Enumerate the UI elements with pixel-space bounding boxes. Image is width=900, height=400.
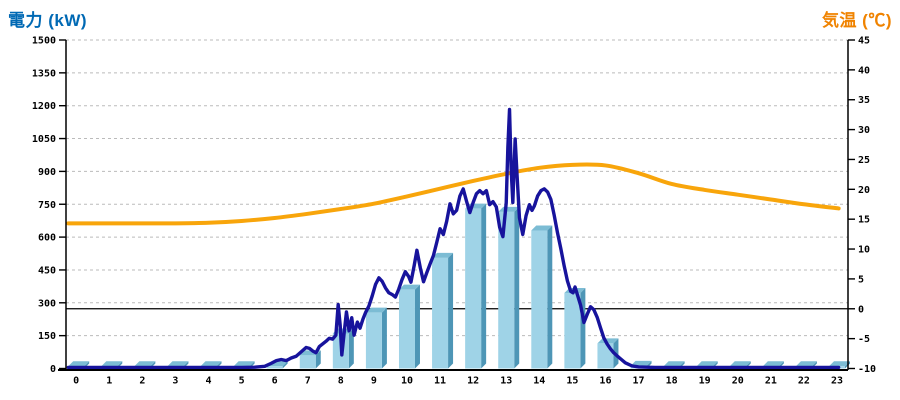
left-tick-label: 1050 xyxy=(32,134,56,145)
x-tick-label: 10 xyxy=(401,376,413,387)
x-tick-label: 3 xyxy=(172,376,178,387)
right-tick-label: 40 xyxy=(858,65,870,76)
x-axis-labels: 0 1 2 3 4 5 6 7 8 9 10 11 12 13 14 15 16 17 18 19 20 21 22 23 xyxy=(73,376,843,387)
right-axis-ticks: -10 -5 0 5 10 15 20 25 30 35 40 45 xyxy=(848,36,876,375)
power-bar-hour-7 xyxy=(299,350,321,369)
right-tick-label: 0 xyxy=(858,304,864,315)
right-tick-label: 10 xyxy=(858,245,870,256)
x-tick-label: 17 xyxy=(633,376,645,387)
x-tick-label: 8 xyxy=(338,376,344,387)
left-tick-label: 1500 xyxy=(32,36,56,47)
x-tick-label: 4 xyxy=(205,376,211,387)
x-tick-label: 13 xyxy=(500,376,512,387)
right-tick-label: 20 xyxy=(858,185,870,196)
left-tick-label: 1200 xyxy=(32,101,56,112)
x-tick-label: 12 xyxy=(467,376,479,387)
left-tick-label: 300 xyxy=(38,298,56,309)
x-tick-label: 1 xyxy=(106,376,112,387)
right-tick-label: 35 xyxy=(858,95,870,106)
x-tick-label: 14 xyxy=(533,376,545,387)
right-tick-label: -10 xyxy=(858,364,876,375)
x-tick-label: 7 xyxy=(305,376,311,387)
left-tick-label: 600 xyxy=(38,233,56,244)
power-bar-hour-10 xyxy=(398,284,420,369)
right-axis-title: 気温 (℃) xyxy=(821,11,892,30)
left-tick-label: 450 xyxy=(38,265,56,276)
left-tick-label: 1350 xyxy=(32,68,56,79)
x-tick-label: 22 xyxy=(798,376,810,387)
right-tick-label: 30 xyxy=(858,125,870,136)
left-tick-label: 0 xyxy=(50,364,56,375)
right-tick-label: 25 xyxy=(858,155,870,166)
left-tick-label: 750 xyxy=(38,200,56,211)
left-tick-label: 900 xyxy=(38,167,56,178)
power-bar-hour-9 xyxy=(365,307,387,369)
power-bar-hour-11 xyxy=(432,252,454,369)
power-line xyxy=(66,107,841,370)
x-tick-label: 9 xyxy=(371,376,377,387)
x-tick-label: 0 xyxy=(73,376,79,387)
power-bar-hour-13 xyxy=(498,206,520,369)
x-tick-label: 20 xyxy=(732,376,744,387)
x-tick-label: 5 xyxy=(239,376,245,387)
x-tick-label: 6 xyxy=(272,376,278,387)
right-tick-label: 15 xyxy=(858,215,870,226)
x-tick-label: 2 xyxy=(139,376,145,387)
x-tick-label: 15 xyxy=(566,376,578,387)
power-bar-hour-12 xyxy=(465,203,487,369)
x-tick-label: 11 xyxy=(434,376,446,387)
temperature-line xyxy=(66,162,841,226)
power-bars xyxy=(68,203,850,369)
left-axis-ticks: 0 150 300 450 600 750 900 1050 1200 1350 1500 xyxy=(32,36,66,375)
x-tick-label: 19 xyxy=(699,376,711,387)
axes xyxy=(58,40,849,371)
right-tick-label: 45 xyxy=(858,36,870,47)
left-axis-title: 電力 (kW) xyxy=(8,11,88,30)
power-bar-hour-15 xyxy=(564,287,586,369)
left-tick-label: 150 xyxy=(38,331,56,342)
x-tick-label: 21 xyxy=(765,376,777,387)
right-tick-label: 5 xyxy=(858,274,864,285)
power-bar-hour-14 xyxy=(531,225,553,369)
x-tick-label: 18 xyxy=(666,376,678,387)
x-tick-label: 16 xyxy=(599,376,611,387)
x-tick-label: 23 xyxy=(831,376,843,387)
right-tick-label: -5 xyxy=(858,334,870,345)
gridlines xyxy=(66,39,848,337)
